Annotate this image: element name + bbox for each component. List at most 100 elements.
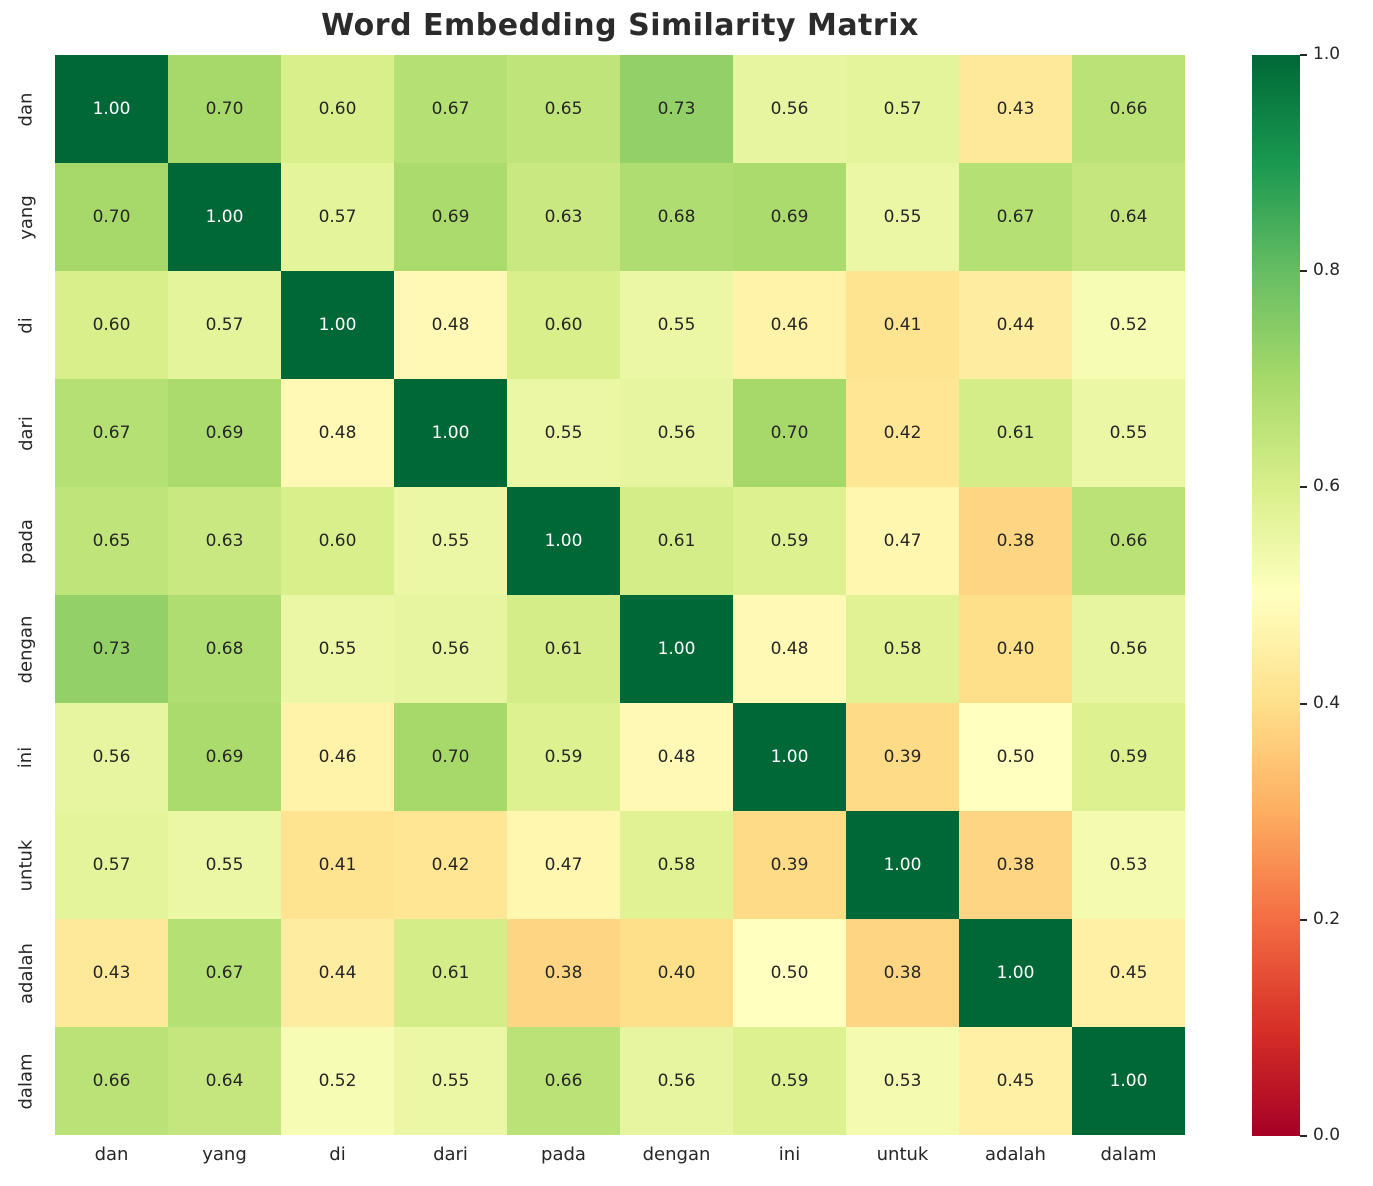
heatmap-cell: 0.59 <box>1072 703 1185 811</box>
heatmap-cell: 0.59 <box>733 487 846 595</box>
heatmap-cell: 0.58 <box>620 811 733 919</box>
heatmap-cell: 0.66 <box>507 1027 620 1135</box>
heatmap-cell: 0.56 <box>733 55 846 163</box>
heatmap-cell: 0.57 <box>168 271 281 379</box>
colorbar-tick-mark <box>1300 486 1307 489</box>
x-tick-label: dari <box>433 1144 468 1165</box>
heatmap-cell: 0.41 <box>281 811 394 919</box>
heatmap-cell: 0.65 <box>507 55 620 163</box>
heatmap-cell: 0.63 <box>507 163 620 271</box>
heatmap-cell: 1.00 <box>394 379 507 487</box>
heatmap-cell: 0.52 <box>1072 271 1185 379</box>
heatmap-cell: 0.60 <box>281 55 394 163</box>
x-axis-labels: dan yang di dari pada dengan ini untuk adalah dal… <box>55 1144 1185 1172</box>
heatmap-cell: 0.67 <box>394 55 507 163</box>
colorbar-tick-label: 0.4 <box>1313 692 1341 713</box>
colorbar-tick-mark <box>1300 702 1307 705</box>
colorbar-tick-mark <box>1300 1135 1307 1137</box>
y-tick-label: di <box>15 316 37 334</box>
heatmap-cell: 0.60 <box>281 487 394 595</box>
heatmap-cell: 0.57 <box>55 811 168 919</box>
heatmap-cell: 0.56 <box>55 703 168 811</box>
heatmap-cell: 0.68 <box>620 163 733 271</box>
heatmap-cell: 0.56 <box>620 379 733 487</box>
heatmap-cell: 0.42 <box>846 379 959 487</box>
heatmap-cell: 0.66 <box>1072 55 1185 163</box>
y-tick-label: yang <box>15 194 37 240</box>
heatmap-cell: 0.40 <box>959 595 1072 703</box>
x-tick-label: dengan <box>642 1144 711 1165</box>
heatmap-cell: 0.55 <box>620 271 733 379</box>
chart-title: Word Embedding Similarity Matrix <box>321 8 919 43</box>
y-tick-label: dari <box>15 415 37 451</box>
y-tick-label: dengan <box>15 615 37 683</box>
heatmap-cell: 0.48 <box>281 379 394 487</box>
x-tick-label: di <box>329 1144 346 1165</box>
heatmap-cell: 0.47 <box>846 487 959 595</box>
x-tick-label: pada <box>541 1144 586 1165</box>
heatmap-cell: 0.63 <box>168 487 281 595</box>
heatmap-cell: 0.43 <box>959 55 1072 163</box>
heatmap-cell: 0.56 <box>394 595 507 703</box>
heatmap-cell: 0.39 <box>846 703 959 811</box>
y-tick-label: dan <box>15 92 37 126</box>
heatmap-cell: 0.39 <box>733 811 846 919</box>
heatmap-cell: 0.50 <box>959 703 1072 811</box>
heatmap-cell: 0.55 <box>1072 379 1185 487</box>
colorbar-tick-label: 0.6 <box>1313 476 1341 497</box>
y-tick-label: adalah <box>15 942 37 1004</box>
heatmap-cell: 0.48 <box>620 703 733 811</box>
x-tick-label: dan <box>94 1144 129 1165</box>
heatmap-cell: 0.59 <box>733 1027 846 1135</box>
heatmap-cell: 0.70 <box>394 703 507 811</box>
heatmap-cell: 0.64 <box>1072 163 1185 271</box>
heatmap-cell: 0.58 <box>846 595 959 703</box>
heatmap-cell: 1.00 <box>620 595 733 703</box>
colorbar-tick-label: 0.8 <box>1313 260 1341 281</box>
colorbar-tick-mark <box>1300 54 1307 56</box>
colorbar-tick-label: 1.0 <box>1313 44 1341 64</box>
heatmap-cell: 0.52 <box>281 1027 394 1135</box>
x-tick-label: yang <box>202 1144 247 1165</box>
heatmap-cell: 0.45 <box>1072 919 1185 1027</box>
heatmap-cell: 0.43 <box>55 919 168 1027</box>
y-tick-label: dalam <box>15 1052 37 1110</box>
heatmap-cell: 1.00 <box>959 919 1072 1027</box>
x-tick-label: untuk <box>876 1144 929 1165</box>
heatmap-cell: 0.69 <box>394 163 507 271</box>
heatmap-cell: 0.55 <box>281 595 394 703</box>
heatmap-cell: 0.53 <box>1072 811 1185 919</box>
x-tick-label: adalah <box>985 1144 1046 1165</box>
heatmap-cell: 0.69 <box>168 379 281 487</box>
heatmap-cell: 0.73 <box>55 595 168 703</box>
y-tick-label: pada <box>15 518 37 564</box>
heatmap-cell: 0.70 <box>733 379 846 487</box>
heatmap-cell: 0.57 <box>846 55 959 163</box>
heatmap-grid: 1.00 0.70 0.60 0.67 0.65 0.73 0.56 0.57 0.43 0.66… <box>55 55 1185 1135</box>
heatmap-cell: 0.65 <box>55 487 168 595</box>
heatmap-cell: 0.45 <box>959 1027 1072 1135</box>
heatmap-cell: 0.60 <box>55 271 168 379</box>
y-tick-label: ini <box>15 746 37 768</box>
colorbar <box>1252 55 1300 1136</box>
heatmap-cell: 1.00 <box>1072 1027 1185 1135</box>
heatmap-cell: 0.53 <box>846 1027 959 1135</box>
heatmap-cell: 0.56 <box>620 1027 733 1135</box>
heatmap-cell: 0.42 <box>394 811 507 919</box>
heatmap-cell: 0.60 <box>507 271 620 379</box>
y-tick-label: untuk <box>15 839 37 891</box>
heatmap-cell: 0.64 <box>168 1027 281 1135</box>
heatmap-cell: 0.38 <box>959 487 1072 595</box>
heatmap-cell: 0.67 <box>959 163 1072 271</box>
colorbar-tick-label: 0.2 <box>1313 908 1341 929</box>
heatmap-cell: 0.57 <box>281 163 394 271</box>
heatmap-cell: 1.00 <box>846 811 959 919</box>
heatmap-cell: 0.55 <box>507 379 620 487</box>
heatmap-cell: 0.61 <box>507 595 620 703</box>
heatmap-cell: 0.38 <box>959 811 1072 919</box>
colorbar-tick-mark <box>1300 270 1307 273</box>
x-tick-label: ini <box>778 1144 801 1165</box>
heatmap-cell: 0.40 <box>620 919 733 1027</box>
colorbar-tick-mark <box>1300 918 1307 921</box>
